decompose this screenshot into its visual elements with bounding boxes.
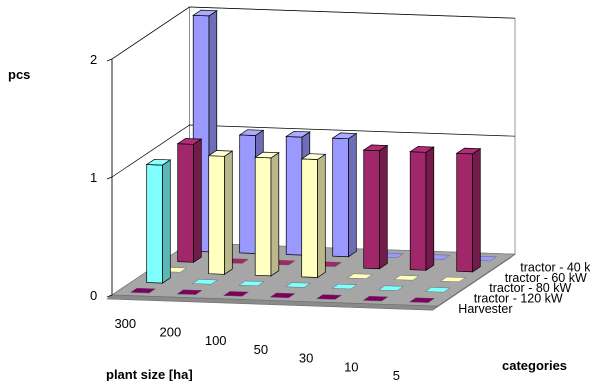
zero-bar-tile xyxy=(129,287,157,294)
bar-top-face xyxy=(192,9,218,17)
zero-bar-tile xyxy=(191,279,219,285)
y-axis-title: categories xyxy=(502,358,567,373)
bar-front-face xyxy=(332,137,349,258)
bar-top-face xyxy=(207,150,234,157)
bar xyxy=(176,138,203,263)
bar-side-face xyxy=(472,148,481,273)
zero-bar-tile xyxy=(362,295,389,302)
bar xyxy=(300,153,327,279)
category-label: 100 xyxy=(205,333,227,348)
bar-front-face xyxy=(254,156,272,277)
category-label: 300 xyxy=(114,316,136,331)
bar-top-face xyxy=(300,153,327,160)
bar-front-face xyxy=(208,155,225,275)
bar-front-face xyxy=(285,136,303,256)
bar-front-face xyxy=(456,152,473,273)
bar xyxy=(207,150,234,275)
zero-bar-tile xyxy=(315,294,343,300)
series-label: Harvester xyxy=(458,302,512,316)
bar-top-face xyxy=(145,158,172,166)
series-label: tractor - 80 kW xyxy=(489,281,571,295)
bars xyxy=(129,9,498,303)
bar-side-face xyxy=(317,153,326,279)
bar-top-face xyxy=(409,146,435,153)
zero-bar-tile xyxy=(393,275,420,281)
bar-top-face xyxy=(238,129,265,136)
z-tick-mark xyxy=(106,294,113,298)
gridlines xyxy=(106,6,516,298)
category-label: 10 xyxy=(344,359,358,374)
bar-side-face xyxy=(162,159,171,284)
bar-top-face xyxy=(285,130,311,138)
x-axis-title: plant size [ha] xyxy=(106,367,193,381)
z-tick-label: 2 xyxy=(90,52,97,67)
bar-side-face xyxy=(193,138,202,263)
bar-top-face xyxy=(176,138,203,145)
series-label: tractor - 120 kW xyxy=(474,292,563,306)
series-label: tractor - 40 kW xyxy=(520,260,590,274)
bar-top-face xyxy=(331,132,358,140)
bar-side-face xyxy=(425,146,435,271)
bar-front-face xyxy=(363,149,380,270)
zero-bar-tile xyxy=(439,276,467,283)
bar-front-face xyxy=(239,134,256,254)
bar xyxy=(145,158,172,284)
zero-bar-tile xyxy=(424,287,451,293)
zero-bar-tile xyxy=(222,291,250,297)
zero-bar-tile xyxy=(408,297,436,303)
zero-bar-tile xyxy=(377,285,405,291)
bar xyxy=(409,146,435,271)
bar-front-face xyxy=(177,143,194,263)
series-label: tractor - 60 kW xyxy=(505,271,587,285)
bar-top-face xyxy=(455,147,482,155)
bar xyxy=(455,147,482,273)
category-label: 5 xyxy=(393,368,400,381)
category-label: 30 xyxy=(299,351,313,366)
zero-bar-tile xyxy=(176,289,203,295)
z-tick-label: 1 xyxy=(90,170,97,185)
zero-bar-tile xyxy=(346,273,374,279)
category-label: 200 xyxy=(160,325,182,340)
bar-side-face xyxy=(348,132,357,258)
zero-bar-tile xyxy=(284,282,312,288)
floor-edge-right xyxy=(432,253,516,311)
zero-bar-tile xyxy=(238,280,265,287)
bar-front-face xyxy=(301,158,318,278)
gridline xyxy=(111,6,516,60)
bar xyxy=(362,144,389,270)
bar-top-face xyxy=(254,151,280,159)
bar-front-face xyxy=(146,164,163,284)
bar xyxy=(254,151,280,277)
z-axis-title: pcs xyxy=(8,67,30,82)
zero-bar-tile xyxy=(331,283,358,290)
bar-side-face xyxy=(270,152,280,277)
z-tick-mark xyxy=(106,176,113,180)
z-tick-label: 0 xyxy=(90,288,97,303)
z-tick-mark xyxy=(106,58,113,62)
gridline xyxy=(111,124,516,178)
zero-bar-tile xyxy=(269,292,296,299)
bar-side-face xyxy=(379,144,388,270)
bar-top-face xyxy=(362,144,389,152)
bar-side-face xyxy=(224,150,233,275)
bar-front-face xyxy=(409,151,427,271)
bar xyxy=(331,132,358,258)
category-label: 50 xyxy=(254,342,268,357)
